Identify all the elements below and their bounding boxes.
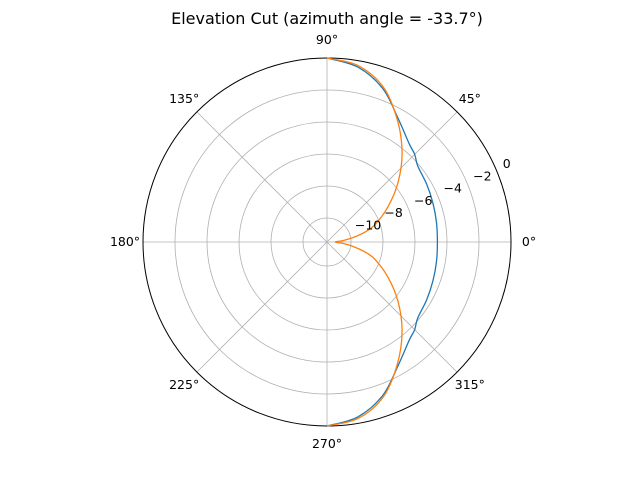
- theta-tick-label: 0°: [522, 234, 536, 249]
- theta-tick-label: 315°: [455, 377, 485, 392]
- theta-gridline: [196, 111, 328, 243]
- theta-tick-label: 225°: [169, 377, 199, 392]
- r-tick-label: −4: [444, 181, 462, 196]
- theta-gridline: [326, 111, 458, 243]
- r-tick-label: 0: [503, 156, 511, 171]
- theta-tick-label: 270°: [312, 436, 342, 451]
- theta-tick-label: 135°: [169, 91, 199, 106]
- grid: [142, 57, 512, 427]
- series-line-1: [326, 57, 439, 427]
- tick-labels: 0° 45° 90° 135° 180° 225° 270° 315° −10−8 −6 −4 −2 0: [110, 32, 536, 451]
- theta-tick-label: 180°: [110, 234, 140, 249]
- theta-tick-label: 45°: [459, 91, 481, 106]
- theta-gridline: [326, 241, 458, 373]
- r-tick-label: −10: [355, 217, 381, 232]
- theta-tick-label: 90°: [316, 32, 338, 47]
- r-tick-label: −2: [473, 168, 491, 183]
- chart-title: Elevation Cut (azimuth angle = -33.7°): [171, 9, 483, 28]
- r-tick-label: −8: [384, 205, 402, 220]
- series-layer: [326, 57, 439, 427]
- r-tick-label: −6: [414, 193, 432, 208]
- theta-gridline: [196, 241, 328, 373]
- series-line-2: [326, 57, 403, 427]
